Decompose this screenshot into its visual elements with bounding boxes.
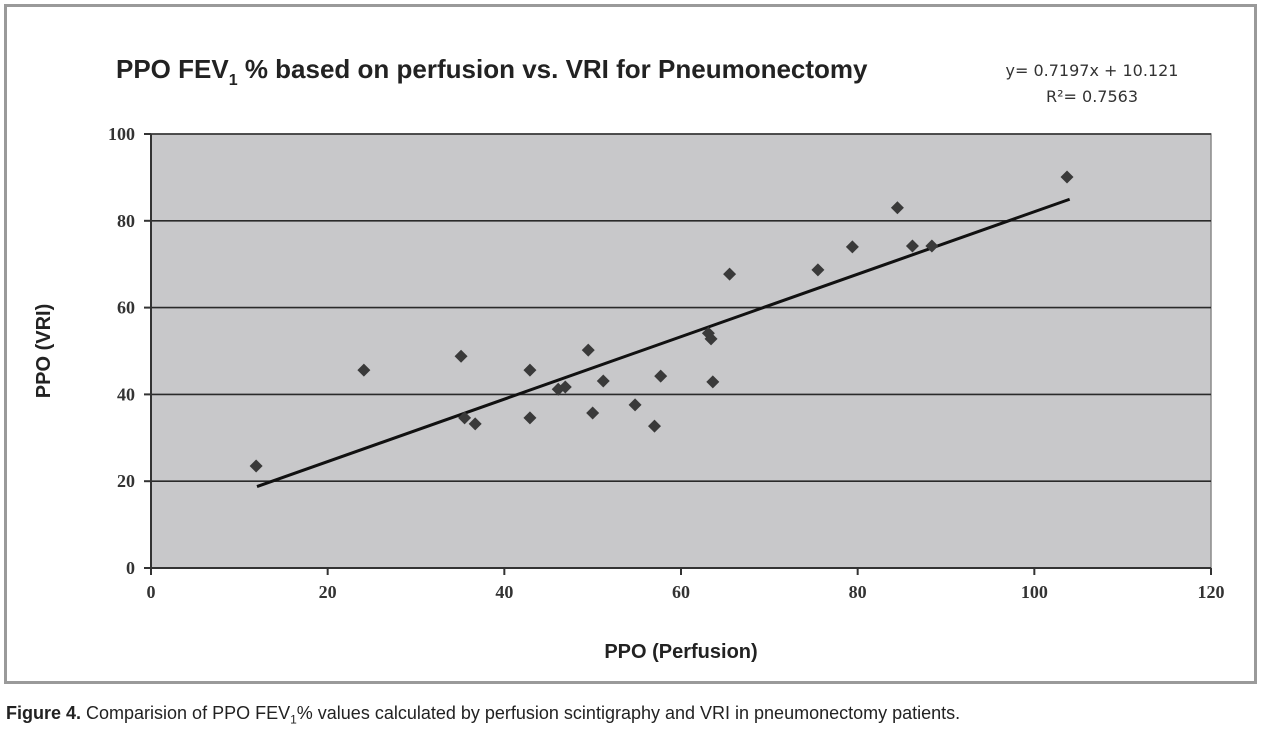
x-tick-label-100: 100 <box>1021 582 1048 602</box>
trendline-r-squared: R²= 0.7563 <box>1046 87 1138 106</box>
y-tick-label-100: 100 <box>108 124 135 144</box>
y-axis-label: PPO (VRI) <box>33 304 55 398</box>
data-point-23 <box>905 239 919 253</box>
caption-text-rest: % values calculated by perfusion scintig… <box>296 703 961 723</box>
data-point-6 <box>523 363 537 377</box>
data-point-17 <box>704 332 718 346</box>
caption-subscript: 1 <box>290 712 297 727</box>
data-point-24 <box>925 239 939 253</box>
y-tick-label-40: 40 <box>117 384 135 404</box>
y-tick-label-60: 60 <box>117 298 135 318</box>
data-point-7 <box>523 411 537 425</box>
data-point-18 <box>706 375 720 389</box>
data-point-4 <box>458 411 472 425</box>
data-point-5 <box>468 417 482 431</box>
y-tick-label-20: 20 <box>117 471 135 491</box>
x-tick-label-20: 20 <box>319 582 337 602</box>
data-point-10 <box>581 343 595 357</box>
caption-text: Comparision of PPO FEV <box>81 703 291 723</box>
x-tick-label-80: 80 <box>849 582 867 602</box>
y-tick-label-80: 80 <box>117 211 135 231</box>
caption-label: Figure 4. <box>6 703 82 723</box>
x-axis-label: PPO (Perfusion) <box>604 641 757 663</box>
data-point-14 <box>648 419 661 433</box>
data-point-9 <box>558 380 572 394</box>
data-point-1 <box>249 459 263 473</box>
data-point-11 <box>586 406 600 420</box>
chart-title: PPO FEV1 % based on perfusion vs. VRI fo… <box>116 54 868 89</box>
data-point-19 <box>723 267 737 281</box>
data-point-2 <box>357 363 371 377</box>
data-point-15 <box>654 369 668 383</box>
data-point-25 <box>1060 170 1074 184</box>
figure-caption: Figure 4. Comparision of PPO FEV1% value… <box>6 703 1262 727</box>
y-tick-label-0: 0 <box>126 558 135 578</box>
data-point-20 <box>811 263 825 277</box>
x-tick-label-0: 0 <box>147 582 156 602</box>
trendline-equation: y= 0.7197x + 10.121 <box>1006 61 1179 80</box>
x-tick-label-40: 40 <box>495 582 513 602</box>
plot-area <box>150 133 1212 569</box>
data-point-12 <box>596 374 610 388</box>
data-point-3 <box>454 349 468 363</box>
x-tick-label-60: 60 <box>672 582 690 602</box>
data-point-13 <box>628 398 642 412</box>
data-point-22 <box>890 201 904 215</box>
data-point-21 <box>845 240 859 254</box>
x-tick-label-120: 120 <box>1198 582 1225 602</box>
